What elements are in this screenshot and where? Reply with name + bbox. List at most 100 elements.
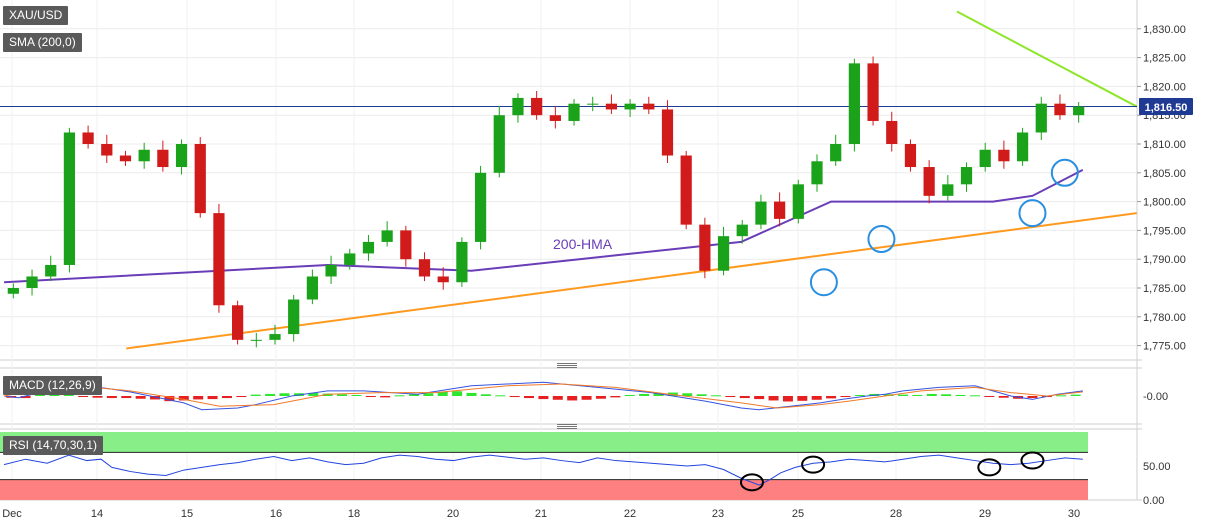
pane-resize-handle-rsi[interactable] <box>557 424 577 429</box>
candle[interactable] <box>194 137 206 218</box>
candle[interactable] <box>643 96 655 115</box>
macd-histogram-bar <box>351 394 362 396</box>
candle[interactable] <box>250 332 262 348</box>
candle[interactable] <box>942 175 954 201</box>
x-tick-label: 16 <box>270 508 282 520</box>
candle[interactable] <box>960 162 973 192</box>
candle[interactable] <box>568 99 580 126</box>
x-tick-label: 23 <box>712 508 724 520</box>
candle[interactable] <box>886 111 898 152</box>
candle[interactable] <box>344 248 356 270</box>
candle[interactable] <box>736 220 748 244</box>
x-tick-label: 22 <box>624 508 636 520</box>
candle[interactable] <box>325 255 337 284</box>
rsi-label[interactable]: RSI (14,70,30,1) <box>3 436 104 455</box>
candle-body <box>549 115 561 121</box>
candle[interactable] <box>213 203 225 313</box>
candle[interactable] <box>400 225 412 267</box>
candle[interactable] <box>699 217 711 279</box>
x-tick-label: 29 <box>979 508 991 520</box>
candle[interactable] <box>493 105 505 178</box>
candle[interactable] <box>1054 94 1066 120</box>
macd-histogram-bar <box>150 396 161 400</box>
candle[interactable] <box>605 94 618 115</box>
candle[interactable] <box>138 142 150 169</box>
macd-histogram <box>6 391 1081 402</box>
macd-histogram-bar <box>595 396 606 399</box>
candle[interactable] <box>998 140 1010 169</box>
candle[interactable] <box>26 269 38 296</box>
candle-body <box>288 299 300 335</box>
candle[interactable] <box>474 165 487 250</box>
macd-histogram-bar <box>1056 395 1067 397</box>
candle[interactable] <box>362 235 375 261</box>
candle[interactable] <box>288 294 300 342</box>
candle-body <box>194 144 206 214</box>
candle[interactable] <box>456 237 468 287</box>
candle[interactable] <box>437 267 449 290</box>
candle[interactable] <box>157 140 169 172</box>
candle-body <box>344 253 356 265</box>
candle[interactable] <box>45 255 57 282</box>
candle[interactable] <box>418 252 431 282</box>
candle[interactable] <box>717 226 730 276</box>
candle[interactable] <box>549 105 561 129</box>
candle-body <box>979 149 991 168</box>
candle-body <box>960 167 973 185</box>
candle[interactable] <box>175 139 188 175</box>
candle[interactable] <box>531 91 543 120</box>
candle[interactable] <box>774 192 786 227</box>
symbol-label[interactable]: XAU/USD <box>3 6 69 25</box>
candle[interactable] <box>811 154 823 192</box>
candle[interactable] <box>867 56 879 126</box>
candle-body <box>1035 103 1047 133</box>
candle[interactable] <box>830 134 842 166</box>
candle-body <box>661 109 674 156</box>
candle-body <box>886 120 898 144</box>
candle[interactable] <box>381 221 393 247</box>
candle[interactable] <box>587 96 599 112</box>
candle[interactable] <box>680 150 692 230</box>
candle[interactable] <box>848 58 860 152</box>
y-tick-label: 1,810.00 <box>1143 139 1186 151</box>
rsi-bands <box>0 432 1088 500</box>
candle[interactable] <box>7 283 19 299</box>
candle[interactable] <box>512 93 524 123</box>
macd-histogram-bar <box>552 396 563 400</box>
candle[interactable] <box>306 269 318 305</box>
candle[interactable] <box>792 179 804 224</box>
candle[interactable] <box>1073 101 1085 123</box>
candle[interactable] <box>755 194 767 230</box>
last-price-value: 1,816.50 <box>1145 102 1188 114</box>
candlesticks[interactable] <box>7 56 1085 348</box>
candle[interactable] <box>232 300 244 345</box>
x-tick-label: 20 <box>447 508 459 520</box>
candle[interactable] <box>661 100 674 164</box>
candle[interactable] <box>979 142 991 172</box>
candle[interactable] <box>101 134 113 164</box>
circle-marker <box>1050 158 1079 187</box>
candle[interactable] <box>82 125 94 149</box>
candle-body <box>643 103 655 110</box>
candle[interactable] <box>63 127 76 273</box>
macd-histogram-bar <box>782 396 793 402</box>
pane-resize-handle-macd[interactable] <box>557 363 577 368</box>
y-tick-label: 1,825.00 <box>1143 53 1186 65</box>
candle[interactable] <box>624 99 636 117</box>
study-label[interactable]: SMA (200,0) <box>3 33 82 52</box>
candle[interactable] <box>119 150 132 166</box>
candle-body <box>456 241 468 283</box>
macd-histogram-bar <box>984 396 995 397</box>
macd-label[interactable]: MACD (12,26,9) <box>3 376 102 395</box>
candle[interactable] <box>923 160 935 204</box>
candle[interactable] <box>1035 96 1047 140</box>
candle[interactable] <box>904 139 917 172</box>
candle-body <box>774 201 786 219</box>
candle-body <box>306 276 318 300</box>
candle-body <box>82 132 94 144</box>
candle[interactable] <box>269 324 281 345</box>
y-tick-label: 1,805.00 <box>1143 168 1186 180</box>
candle[interactable] <box>1016 127 1029 166</box>
macd-histogram-bar <box>236 396 247 398</box>
